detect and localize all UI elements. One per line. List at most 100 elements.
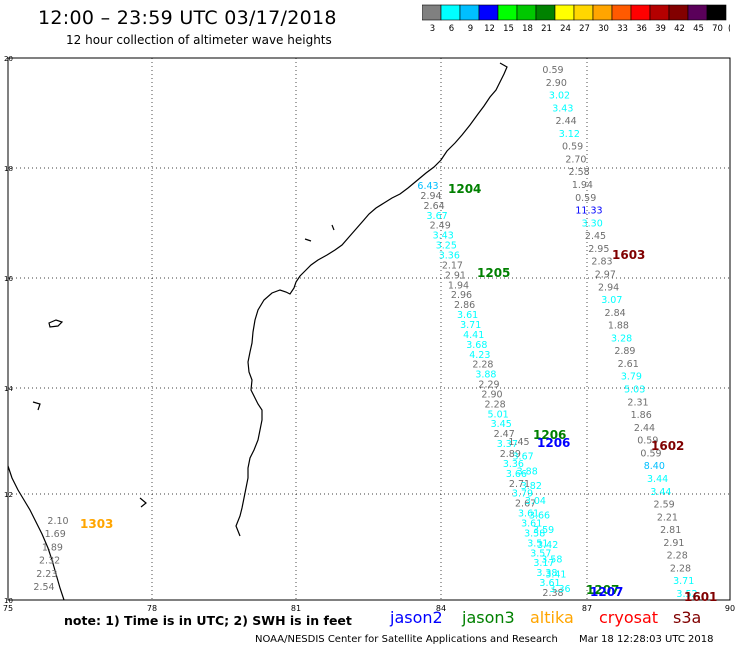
lat-tick-label: 18 bbox=[4, 165, 13, 173]
wave-height-value: 0.59 bbox=[542, 65, 563, 76]
wave-height-value: 3.88 bbox=[517, 466, 538, 477]
coastline bbox=[7, 62, 508, 601]
wave-height-value: 2.91 bbox=[663, 538, 684, 549]
scale-label: 3 bbox=[430, 24, 435, 34]
wave-height-value: 2.54 bbox=[33, 582, 54, 593]
wave-height-value: 5.01 bbox=[488, 409, 509, 420]
wave-height-value: 3.25 bbox=[436, 241, 457, 252]
wave-height-value: 3.52 bbox=[676, 589, 697, 600]
scale-label: 30 bbox=[598, 24, 609, 34]
wave-height-value: 2.96 bbox=[451, 290, 472, 301]
wave-height-value: 2.32 bbox=[39, 556, 60, 567]
pass-label: 1207 bbox=[590, 585, 623, 599]
wave-height-value: 2.23 bbox=[36, 569, 57, 580]
pass-label: 1204 bbox=[448, 182, 481, 196]
island-3 bbox=[139, 497, 147, 508]
wave-height-value: 2.58 bbox=[569, 167, 590, 178]
lon-tick-label: 84 bbox=[436, 604, 446, 613]
wave-height-value: 2.38 bbox=[542, 588, 563, 599]
wave-height-value: 6.43 bbox=[417, 181, 438, 192]
central-america-coast bbox=[235, 62, 508, 537]
wave-height-value: 3.58 bbox=[524, 528, 545, 539]
wave-height-value: 2.10 bbox=[47, 516, 68, 527]
satellite-legend-s3a: s3a bbox=[673, 608, 702, 627]
wave-height-value: 3.12 bbox=[559, 129, 580, 140]
lat-tick-label: 10 bbox=[4, 597, 13, 605]
wave-height-value: 1.45 bbox=[508, 437, 529, 448]
scale-label: 21 bbox=[541, 24, 552, 34]
timestamp: Mar 18 12:28:03 UTC 2018 bbox=[579, 634, 714, 645]
wave-height-value: 2.28 bbox=[670, 563, 691, 574]
wave-height-value: 3.38 bbox=[536, 568, 557, 579]
wave-height-value: 4.41 bbox=[463, 330, 484, 341]
wave-height-value: 3.51 bbox=[527, 538, 548, 549]
wave-height-value: 2.89 bbox=[500, 449, 521, 460]
wave-height-value: 3.44 bbox=[647, 474, 668, 485]
wave-height-value: 3.43 bbox=[433, 231, 454, 242]
wave-height-value: 2.90 bbox=[481, 390, 502, 401]
wave-height-value: 1.69 bbox=[45, 529, 66, 540]
wave-height-value: 2.95 bbox=[588, 244, 609, 255]
satellite-legend-cryosat: cryosat bbox=[599, 608, 659, 627]
wave-height-value: 4.23 bbox=[469, 350, 490, 361]
wave-height-value: 3.88 bbox=[475, 370, 496, 381]
scale-label: 70 bbox=[712, 24, 723, 34]
island-5 bbox=[331, 224, 335, 231]
scale-label: 36 bbox=[636, 24, 647, 34]
lat-tick-label: 12 bbox=[4, 491, 13, 499]
map-frame bbox=[7, 57, 731, 601]
wave-height-value: 3.43 bbox=[552, 103, 573, 114]
wave-height-value: 1.94 bbox=[572, 180, 593, 191]
west-coast bbox=[7, 465, 65, 601]
wave-height-value: 3.02 bbox=[549, 91, 570, 102]
pass-label: 1207 bbox=[586, 583, 619, 597]
wave-height-value: 1.94 bbox=[448, 280, 469, 291]
scale-label: 24 bbox=[560, 24, 571, 34]
wave-height-value: 3.71 bbox=[460, 320, 481, 331]
wave-height-value: 3.04 bbox=[525, 496, 546, 507]
lat-tick-label: 16 bbox=[4, 275, 13, 283]
pass-label: 1601 bbox=[684, 590, 717, 604]
wave-height-value: 2.94 bbox=[420, 191, 441, 202]
wave-height-value: 3.17 bbox=[533, 558, 554, 569]
wave-height-value: 3.07 bbox=[601, 295, 622, 306]
scale-label: 12 bbox=[484, 24, 495, 34]
lat-tick-label: 20 bbox=[4, 55, 13, 63]
wave-height-value: 3.61 bbox=[518, 509, 539, 520]
wave-height-value: 2.70 bbox=[565, 155, 586, 166]
wave-height-value: 1.89 bbox=[42, 542, 63, 553]
wave-height-value: 2.64 bbox=[424, 201, 445, 212]
wave-height-value: 2.59 bbox=[654, 500, 675, 511]
wave-height-value: 2.97 bbox=[595, 270, 616, 281]
wave-height-value: 2.28 bbox=[485, 399, 506, 410]
wave-height-value: 3.41 bbox=[545, 569, 566, 580]
wave-height-value: 3.71 bbox=[673, 576, 694, 587]
lon-tick-label: 75 bbox=[3, 604, 13, 613]
map-title: 12:00 – 23:59 UTC 03/17/2018 bbox=[38, 7, 337, 29]
satellite-legend-altika: altika bbox=[530, 608, 574, 627]
scale-label: 18 bbox=[522, 24, 533, 34]
wave-height-value: 3.36 bbox=[549, 584, 570, 595]
wave-height-value: 2.81 bbox=[660, 525, 681, 536]
wave-height-value: 3.61 bbox=[457, 310, 478, 321]
pass-label: 1206 bbox=[537, 436, 570, 450]
wave-height-value: 3.37 bbox=[497, 439, 518, 450]
wave-height-value: 3.45 bbox=[491, 419, 512, 430]
island-2 bbox=[32, 401, 41, 411]
scale-label: 9 bbox=[468, 24, 473, 34]
island-4 bbox=[304, 238, 312, 242]
wave-height-value: 3.67 bbox=[513, 452, 534, 463]
credit-line: NOAA/NESDIS Center for Satellite Applica… bbox=[255, 634, 558, 645]
scale-label: 42 bbox=[674, 24, 685, 34]
wave-height-value: 0.59 bbox=[637, 436, 658, 447]
pass-label: 1602 bbox=[651, 439, 684, 453]
scale-label: 45 bbox=[693, 24, 704, 34]
wave-height-value: 3.28 bbox=[611, 333, 632, 344]
scale-label: 33 bbox=[617, 24, 628, 34]
wave-height-value: 2.28 bbox=[667, 551, 688, 562]
wave-height-value: 3.59 bbox=[533, 525, 554, 536]
wave-height-value: 2.45 bbox=[585, 231, 606, 242]
